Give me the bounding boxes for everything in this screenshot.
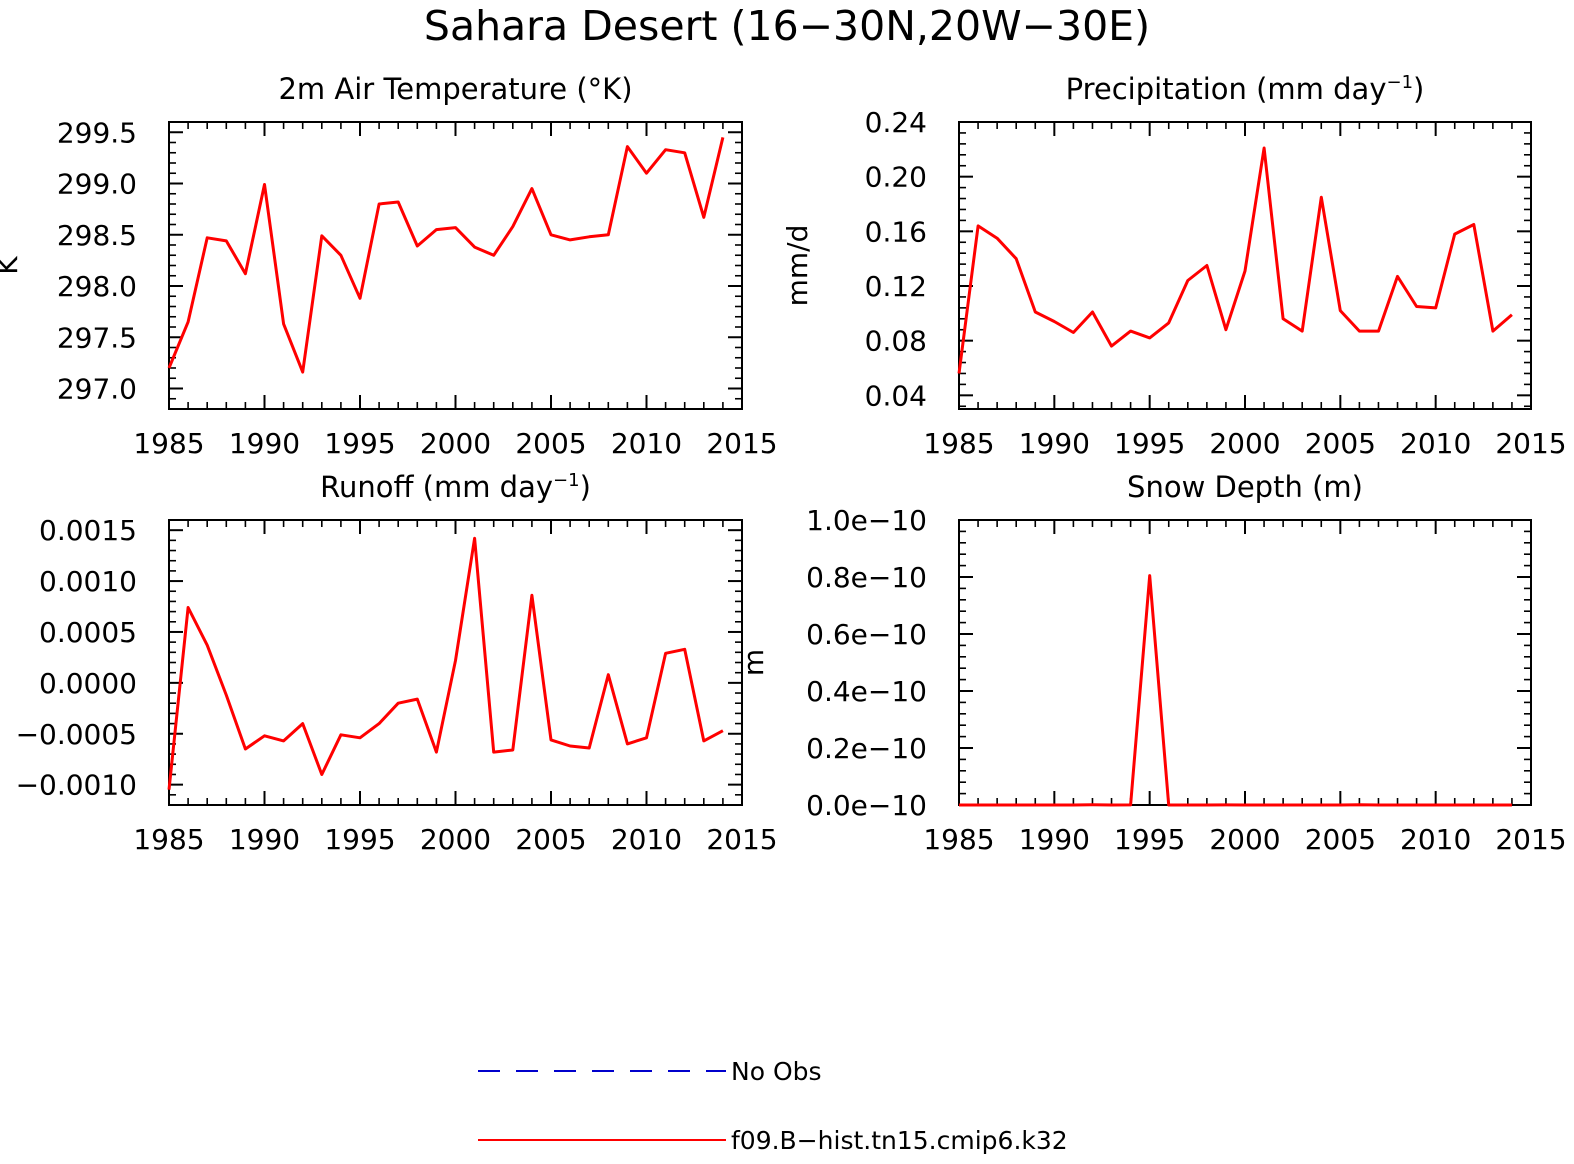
x-tick-label: 2010 xyxy=(611,823,682,856)
y-tick-label: −0.0010 xyxy=(16,769,137,802)
y-tick-label: 298.0 xyxy=(57,270,137,303)
y-tick-label: 1.0e−10 xyxy=(806,504,927,537)
x-tick-label: 2000 xyxy=(420,823,491,856)
y-tick-label: 0.0000 xyxy=(39,667,137,700)
y-tick-label: 0.2e−10 xyxy=(806,732,927,765)
y-axis-label: mm/d xyxy=(781,225,814,307)
x-tick-label: 1995 xyxy=(324,823,395,856)
panel-snow-depth: Snow Depth (m) 1985 1990 1995 2000 2005 2010 20… xyxy=(737,470,1567,856)
x-tick-label: 2005 xyxy=(515,427,586,460)
x-tick-label: 2005 xyxy=(515,823,586,856)
x-tick-label: 1995 xyxy=(1114,823,1185,856)
x-tick-label: 2000 xyxy=(420,427,491,460)
y-tick-label: 0.0005 xyxy=(39,616,137,649)
y-tick-label: 0.8e−10 xyxy=(806,561,927,594)
y-axis-label: m xyxy=(737,649,770,676)
y-tick-label: 0.0e−10 xyxy=(806,789,927,822)
y-tick-label: 0.20 xyxy=(865,161,927,194)
figure-title: Sahara Desert (16−30N,20W−30E) xyxy=(424,2,1150,50)
y-tick-label: 298.5 xyxy=(57,219,137,252)
x-tick-label: 2000 xyxy=(1209,823,1280,856)
x-tick-label: 1990 xyxy=(1019,427,1090,460)
y-tick-label: 0.16 xyxy=(865,215,927,248)
panel-title: Runoff (mm day−1) xyxy=(320,470,591,504)
x-tick-label: 1985 xyxy=(923,823,994,856)
x-tick-label: 2000 xyxy=(1209,427,1280,460)
y-tick-label: 0.24 xyxy=(865,106,927,139)
y-tick-label: 0.0015 xyxy=(39,514,137,547)
x-tick-label: 1985 xyxy=(133,427,204,460)
series-line xyxy=(167,137,725,374)
series-line xyxy=(167,536,724,790)
series-line xyxy=(957,146,1513,374)
y-tick-label: 299.0 xyxy=(57,168,137,201)
y-tick-label: 0.4e−10 xyxy=(806,675,927,708)
x-tick-label: 1995 xyxy=(1114,427,1185,460)
y-tick-label: 0.0010 xyxy=(39,565,137,598)
x-tick-label: 1985 xyxy=(923,427,994,460)
panel-title: 2m Air Temperature (°K) xyxy=(278,72,632,106)
series-line xyxy=(959,574,1512,807)
x-tick-label: 1995 xyxy=(324,427,395,460)
panel-runoff: Runoff (mm day−1) 1985 1990 1995 2000 2005 201… xyxy=(16,470,778,856)
panel-title: Snow Depth (m) xyxy=(1127,470,1363,504)
plot-frame xyxy=(168,121,743,410)
plot-frame xyxy=(958,519,1532,806)
y-tick-label: 299.5 xyxy=(57,116,137,149)
x-tick-label: 2010 xyxy=(1400,823,1471,856)
panel-temperature: 2m Air Temperature (°K) 1985 1990 1995 2000 2… xyxy=(0,72,778,460)
y-tick-label: 0.12 xyxy=(865,270,927,303)
x-tick-label: 1990 xyxy=(229,427,300,460)
x-tick-label: 2015 xyxy=(706,823,777,856)
panel-title: Precipitation (mm day−1) xyxy=(1066,72,1425,106)
y-tick-label: 0.6e−10 xyxy=(806,618,927,651)
y-tick-label: −0.0005 xyxy=(16,718,137,751)
x-tick-label: 2005 xyxy=(1305,823,1376,856)
x-tick-label: 2010 xyxy=(611,427,682,460)
x-tick-label: 2005 xyxy=(1305,427,1376,460)
y-tick-label: 0.08 xyxy=(865,325,927,358)
legend-label-no-obs: No Obs xyxy=(731,1057,822,1086)
x-tick-label: 2015 xyxy=(706,427,777,460)
y-tick-label: 297.0 xyxy=(57,373,137,406)
legend-label-model: f09.B−hist.tn15.cmip6.k32 xyxy=(731,1126,1068,1155)
x-tick-label: 2010 xyxy=(1400,427,1471,460)
panel-precipitation: Precipitation (mm day−1) 1985 1990 1995 2000… xyxy=(781,72,1567,460)
x-tick-label: 1990 xyxy=(1019,823,1090,856)
y-tick-label: 0.04 xyxy=(865,379,927,412)
legend: No Obs f09.B−hist.tn15.cmip6.k32 xyxy=(478,1057,1068,1155)
x-tick-label: 2015 xyxy=(1495,823,1566,856)
y-axis-label: K xyxy=(0,256,24,275)
x-tick-label: 2015 xyxy=(1495,427,1566,460)
y-tick-label: 297.5 xyxy=(57,321,137,354)
x-tick-label: 1990 xyxy=(229,823,300,856)
x-tick-label: 1985 xyxy=(133,823,204,856)
